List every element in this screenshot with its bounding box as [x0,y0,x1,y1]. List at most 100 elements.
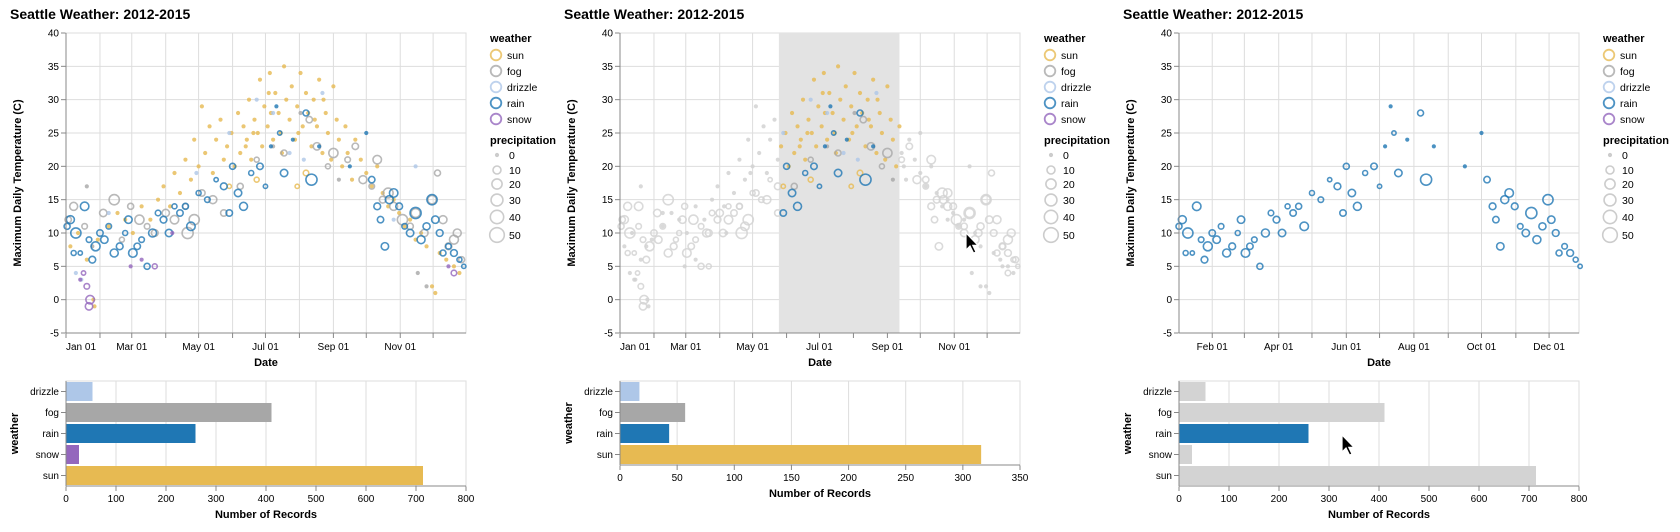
legend-label: fog [507,66,522,78]
bar-sun[interactable] [1179,466,1536,485]
bar-category-label: fog [599,408,613,419]
bar-drizzle[interactable] [1179,382,1206,401]
data-point-rain [989,228,998,238]
data-point-rain [1352,201,1363,212]
bar-fog[interactable] [1179,403,1385,422]
data-point-rain [1014,263,1021,270]
data-point-sun [825,137,830,142]
data-point-rain [1382,144,1388,149]
bar-sun[interactable] [66,466,423,485]
bar-x-tick-label: 200 [1271,494,1288,505]
legend-item-drizzle: drizzle [489,80,538,94]
data-point-sun [750,164,755,169]
legend-label: snow [1620,114,1645,126]
chart-title: Seattle Weather: 2012-2015 [564,6,744,22]
legend-size-symbol-icon [1045,178,1057,190]
data-point-rain [439,249,447,257]
bar-x-tick-label: 400 [1371,494,1388,505]
data-point-rain [1376,183,1383,190]
y-tick-label: 35 [1161,62,1173,73]
data-point-rain [426,193,438,206]
data-point-drizzle [841,150,846,156]
legend-size-label: 10 [509,165,521,177]
data-point-rain [963,206,976,220]
data-point-rain [809,162,818,171]
legend-size-label: 40 [1622,212,1634,224]
data-point-fog [236,182,245,191]
bar-drizzle[interactable] [66,382,93,401]
date-brush-selection[interactable] [778,33,900,333]
data-point-sun [857,90,863,96]
data-point-rain [1488,202,1497,211]
data-point-sun [287,117,292,122]
data-point-fog [118,236,126,243]
x-tick-label: Jan 01 [620,342,650,353]
data-point-fog [457,255,466,264]
data-point-drizzle [874,90,879,96]
bar-snow[interactable] [1179,445,1192,464]
data-point-sun [629,230,635,236]
y-tick-label: 0 [53,295,59,306]
data-point-rain [364,130,369,136]
data-point-fog [98,208,108,218]
bar-snow[interactable] [66,445,79,464]
data-point-rain [63,222,71,231]
data-point-sun [775,157,780,162]
data-point-sun [397,210,402,216]
x-axis-title: Date [808,357,832,369]
legend-size-item: 50 [488,226,521,244]
bar-sun[interactable] [620,445,982,464]
data-point-fog [964,207,975,219]
bar-x-tick-label: 500 [1421,494,1438,505]
data-point-sun [897,124,902,129]
bar-x-tick-label: 700 [408,494,425,505]
legend-size-item: 40 [1043,209,1075,225]
data-point-fog [208,194,218,205]
data-point-rain [822,144,828,149]
y-tick-label: 40 [1161,29,1173,40]
data-point-rain [380,241,390,251]
data-point-rain [422,221,431,231]
data-point-rain [692,236,700,244]
legend-precipitation-title: precipitation [490,135,556,147]
bar-drizzle[interactable] [620,382,640,401]
bar-rain[interactable] [1179,424,1309,443]
data-point-rain [1181,227,1194,239]
data-point-sun [353,137,358,142]
data-point-rain [1217,222,1225,230]
bar-fog[interactable] [66,403,272,422]
data-point-sun [218,117,223,122]
y-tick-label: 20 [48,162,60,173]
data-point-rain [1416,109,1425,117]
data-point-sun [669,210,674,216]
data-point-rain [409,206,422,220]
data-point-sun [809,130,814,136]
bar-rain[interactable] [620,424,670,443]
data-point-drizzle [627,270,632,276]
data-point-sun [820,90,825,96]
scatter-plot: -5 0 5 10 15 20 25 30 35 40 Feb 01 Apr 01 Jun 01 Aug … [1125,29,1584,369]
data-point-fog [898,156,906,164]
x-tick-label: Nov 01 [938,342,970,353]
data-point-sun [317,77,322,82]
data-point-snow [446,264,451,269]
bar-fog[interactable] [620,403,686,422]
legend-label: rain [507,98,525,110]
data-point-sun [253,176,260,183]
data-point-sun [295,104,300,109]
data-point-sun [885,84,890,89]
bar-rain[interactable] [66,424,196,443]
data-point-sun [835,64,841,69]
data-point-fog [143,222,151,230]
data-point-rain [90,241,101,252]
x-tick-label: Sep 01 [318,342,350,353]
data-point-fog [662,193,675,206]
data-point-rain [1338,208,1347,218]
data-point-rain [133,242,142,251]
legend-symbol-icon [1602,64,1616,78]
data-point-rain [171,203,178,210]
data-point-sun [830,110,835,116]
bar-x-tick-label: 200 [158,494,175,505]
data-point-rain [255,162,264,171]
data-point-sun [433,290,438,296]
